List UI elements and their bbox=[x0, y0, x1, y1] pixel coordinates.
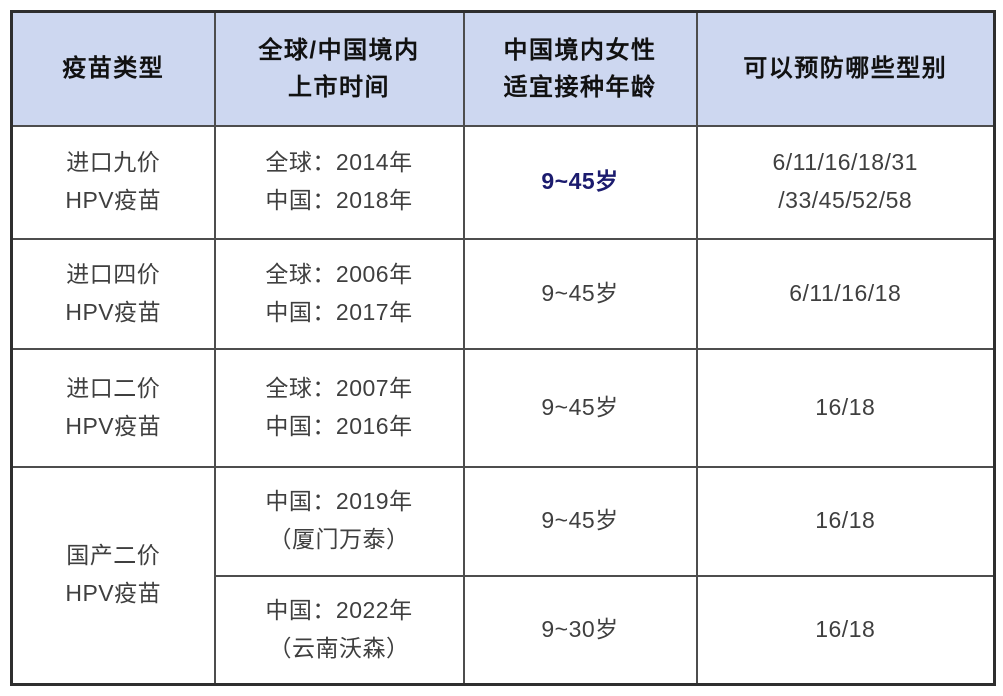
cell-prevent-types: 16/18 bbox=[695, 465, 996, 577]
cell-suitable-age: 9~45岁 bbox=[462, 124, 698, 240]
cell-prevent-types: 16/18 bbox=[695, 574, 996, 686]
cell-vaccine-type-merged: 国产二价 HPV疫苗 bbox=[10, 465, 216, 686]
cell-vaccine-type: 进口二价 HPV疫苗 bbox=[10, 347, 216, 468]
table-row: 进口四价 HPV疫苗 全球：2006年 中国：2017年 9~45岁 6/11/… bbox=[10, 237, 996, 350]
header-launch-time: 全球/中国境内 上市时间 bbox=[213, 10, 465, 127]
vaccine-comparison-table: 疫苗类型 全球/中国境内 上市时间 中国境内女性 适宜接种年龄 可以预防哪些型别… bbox=[10, 10, 996, 686]
table-row: 国产二价 HPV疫苗 中国：2019年 （厦门万泰） 9~45岁 16/18 bbox=[10, 465, 996, 686]
cell-suitable-age: 9~45岁 bbox=[462, 347, 698, 468]
cell-suitable-age: 9~45岁 bbox=[462, 465, 698, 577]
cell-suitable-age: 9~45岁 bbox=[462, 237, 698, 350]
hpv-vaccine-table: 疫苗类型 全球/中国境内 上市时间 中国境内女性 适宜接种年龄 可以预防哪些型别… bbox=[10, 10, 996, 686]
cell-launch-time: 中国：2019年 （厦门万泰） bbox=[213, 465, 465, 577]
cell-suitable-age: 9~30岁 bbox=[462, 574, 698, 686]
table-header-row: 疫苗类型 全球/中国境内 上市时间 中国境内女性 适宜接种年龄 可以预防哪些型别 bbox=[10, 10, 996, 127]
cell-launch-time: 全球：2007年 中国：2016年 bbox=[213, 347, 465, 468]
table-row: 中国：2022年 （云南沃森） 9~30岁 16/18 bbox=[12, 574, 996, 686]
cell-prevent-types: 16/18 bbox=[695, 347, 996, 468]
table-row: 进口二价 HPV疫苗 全球：2007年 中国：2016年 9~45岁 16/18 bbox=[10, 347, 996, 468]
cell-vaccine-type: 进口四价 HPV疫苗 bbox=[10, 237, 216, 350]
header-vaccine-type: 疫苗类型 bbox=[10, 10, 216, 127]
cell-prevent-types: 6/11/16/18/31 /33/45/52/58 bbox=[695, 124, 996, 240]
table-row: 进口九价 HPV疫苗 全球：2014年 中国：2018年 9~45岁 6/11/… bbox=[10, 124, 996, 240]
cell-launch-time: 中国：2022年 （云南沃森） bbox=[213, 574, 465, 686]
header-prevent-types: 可以预防哪些型别 bbox=[695, 10, 996, 127]
cell-vaccine-type: 进口九价 HPV疫苗 bbox=[10, 124, 216, 240]
cell-launch-time: 全球：2014年 中国：2018年 bbox=[213, 124, 465, 240]
header-suitable-age: 中国境内女性 适宜接种年龄 bbox=[462, 10, 698, 127]
cell-prevent-types: 6/11/16/18 bbox=[695, 237, 996, 350]
cell-launch-time: 全球：2006年 中国：2017年 bbox=[213, 237, 465, 350]
